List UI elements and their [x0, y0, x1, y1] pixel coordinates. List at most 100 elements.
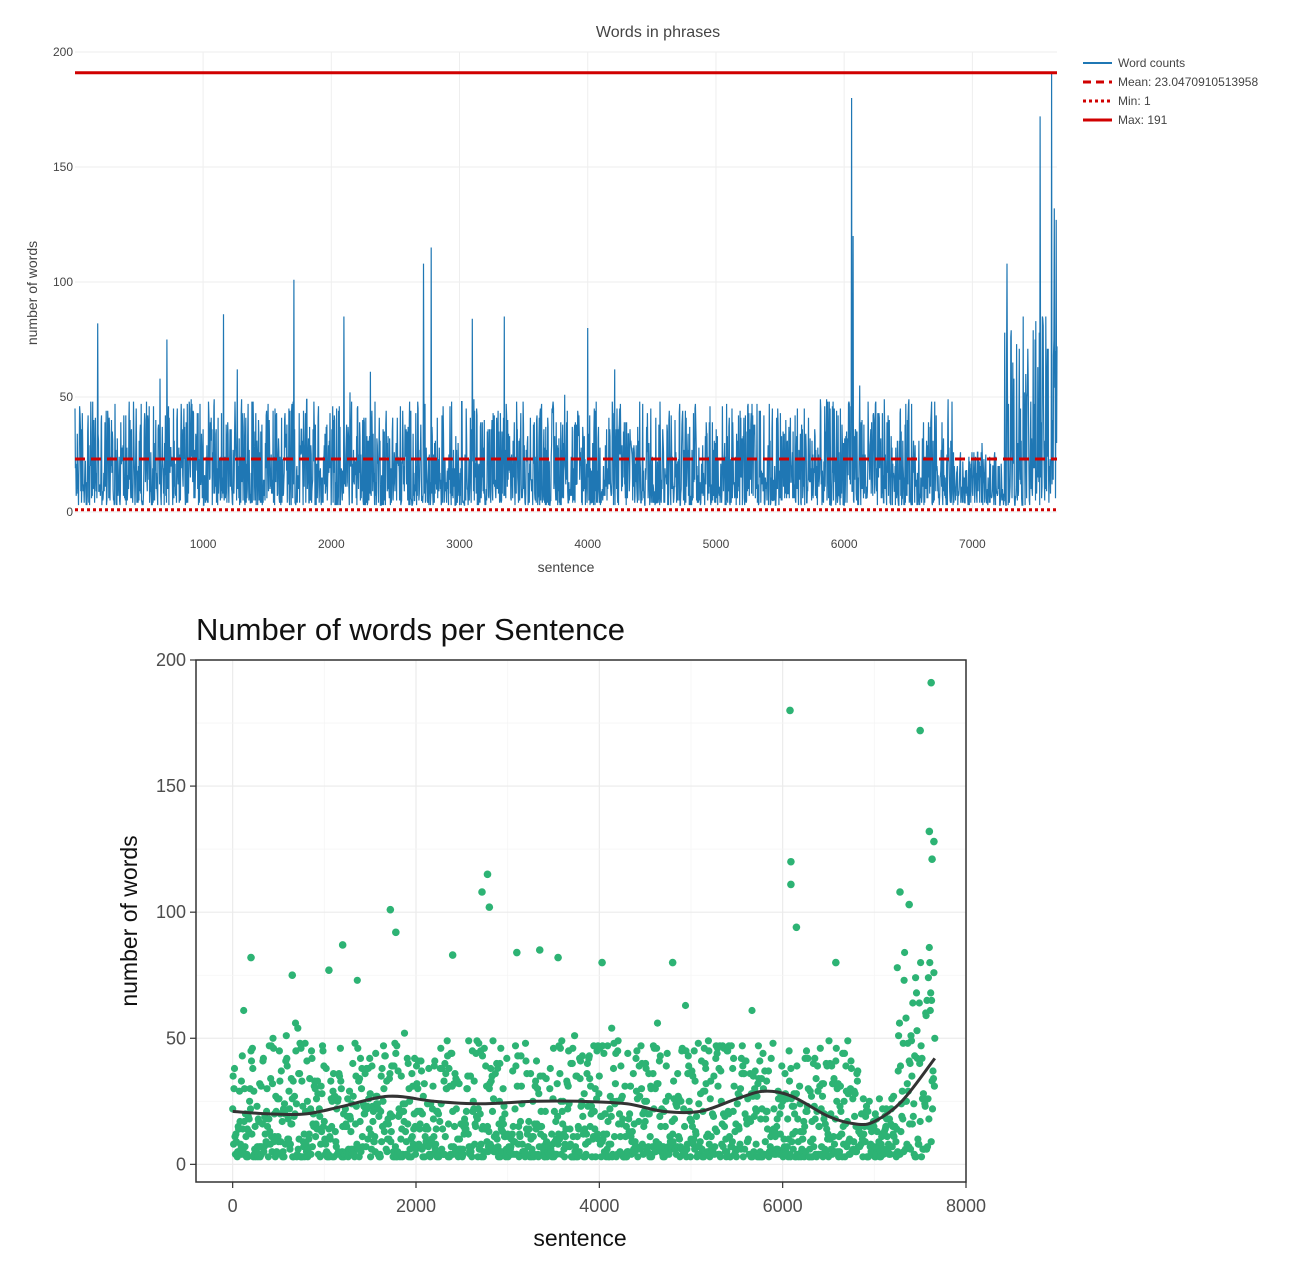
chart2-point [670, 1115, 679, 1123]
chart2-point [388, 1112, 396, 1120]
chart2-point [909, 999, 917, 1007]
chart2-point [369, 1117, 377, 1126]
chart2-point [488, 1107, 497, 1115]
chart2-point [496, 1059, 504, 1068]
chart2-point [381, 1052, 389, 1060]
chart2-point [853, 1077, 862, 1085]
chart2-point [730, 1082, 738, 1090]
chart1-y-tick-label: 150 [53, 160, 73, 174]
chart2-point [925, 943, 933, 952]
chart2-point [828, 1062, 836, 1070]
chart2-point [729, 1107, 737, 1115]
chart2-point [386, 1070, 394, 1078]
chart2-point [487, 1064, 495, 1073]
chart2-y-tick-label: 150 [156, 776, 186, 796]
legend-label-min: Min: 1 [1118, 94, 1151, 108]
chart2-point [917, 1153, 926, 1161]
chart2-point [598, 958, 606, 967]
chart2-point [819, 1080, 828, 1088]
chart2-point [470, 1077, 478, 1085]
chart2-point [637, 1085, 646, 1093]
chart2-point [334, 1095, 342, 1103]
chart2-point [455, 1135, 464, 1143]
chart2-point [653, 1044, 661, 1052]
chart2-point [318, 1090, 326, 1098]
chart2-point [250, 1087, 258, 1095]
chart2-point [288, 971, 297, 980]
chart2-point [264, 1153, 272, 1161]
chart2-point [851, 1112, 859, 1120]
chart2-point [417, 1057, 425, 1065]
chart2-point [754, 1042, 763, 1050]
chart2-point [555, 1135, 564, 1143]
chart2-point [230, 1085, 238, 1093]
chart2-point [379, 1042, 388, 1050]
chart2-point [636, 1092, 644, 1100]
chart2-point [288, 1120, 296, 1128]
chart1-y-tick-label: 50 [60, 390, 74, 404]
chart1-legend: Word counts Mean: 23.0470910513958 Min: … [1083, 56, 1258, 127]
chart2-point [294, 1024, 302, 1032]
chart2-point [796, 1082, 804, 1090]
chart2-point [921, 1102, 929, 1110]
chart2-point [752, 1107, 761, 1115]
chart2-point [285, 1087, 293, 1095]
chart2-point [790, 1102, 798, 1110]
chart2-point [668, 958, 677, 967]
chart2-point [546, 1064, 554, 1073]
chart2-point [816, 1044, 824, 1052]
chart2-point [471, 1140, 479, 1148]
chart2-point [441, 1133, 449, 1141]
chart2-point [685, 1097, 693, 1105]
chart2-point [811, 1115, 819, 1123]
chart2-point [546, 1085, 554, 1093]
chart2-point [578, 1052, 587, 1060]
chart2-point [706, 1095, 714, 1103]
chart2-point [929, 1067, 937, 1075]
chart2-point [618, 1092, 626, 1100]
chart2-point [582, 1130, 591, 1138]
chart2-point [297, 1044, 305, 1052]
chart2-point [367, 1153, 375, 1161]
chart2-point [733, 1100, 741, 1108]
chart2-point [592, 1153, 600, 1161]
chart2-point [251, 1122, 259, 1131]
chart2-point [286, 1140, 294, 1148]
chart2-point [248, 1044, 256, 1052]
legend-label-max: Max: 191 [1118, 113, 1168, 127]
chart2-point [425, 1064, 433, 1073]
chart2-point [308, 1054, 316, 1062]
chart2-y-tick-label: 200 [156, 650, 186, 670]
chart2-point [357, 1085, 366, 1093]
chart2-point [617, 1062, 625, 1070]
chart2-title: Number of words per Sentence [196, 612, 625, 647]
chart2-point [347, 1128, 355, 1136]
chart2-point [704, 1037, 713, 1045]
chart2-point [322, 1140, 330, 1148]
chart2-point [377, 1107, 385, 1115]
chart2-point [669, 1138, 677, 1146]
chart2-point [783, 1143, 791, 1151]
chart2-point [317, 1140, 325, 1148]
chart2-point [269, 1034, 277, 1042]
chart2-point [512, 1062, 520, 1070]
chart2-point [301, 1039, 309, 1047]
chart2-point [607, 1112, 615, 1120]
chart2-point [812, 1075, 820, 1083]
chart2-point [296, 1070, 304, 1078]
chart2-point [670, 1077, 678, 1085]
chart2-point [903, 1080, 911, 1088]
chart2-point [773, 1122, 781, 1131]
chart1-x-tick-label: 5000 [703, 537, 730, 551]
chart2-point [580, 1090, 588, 1098]
chart2-x-tick-label: 6000 [763, 1196, 803, 1216]
chart2-point [493, 1135, 501, 1143]
chart2-point [619, 1115, 627, 1123]
chart2-point [277, 1067, 285, 1075]
chart2-point [269, 1044, 278, 1052]
chart2-point [609, 1064, 618, 1073]
chart2-point [542, 1075, 550, 1083]
chart2-point [784, 1115, 792, 1123]
chart2-point [681, 1001, 690, 1010]
